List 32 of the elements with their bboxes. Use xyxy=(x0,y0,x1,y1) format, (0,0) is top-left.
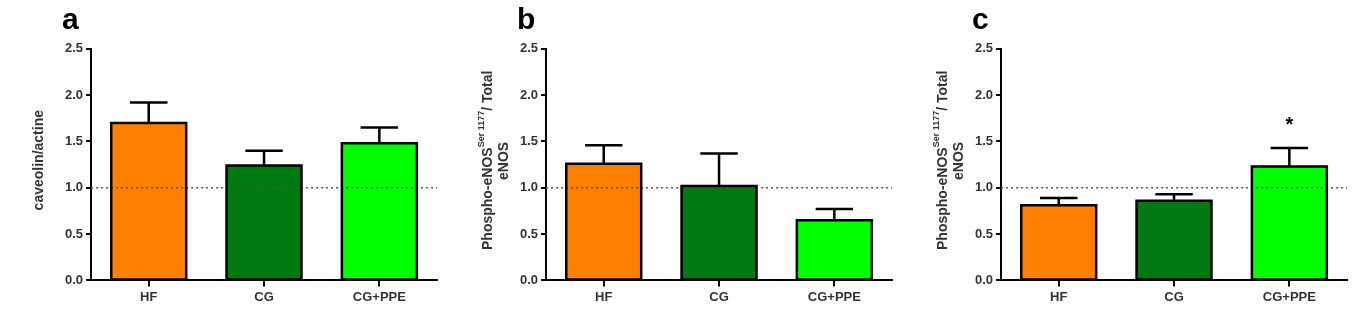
y-tick-label: 1.0 xyxy=(974,179,994,195)
y-tick-label: 1.0 xyxy=(64,179,84,195)
y-tick-label: 2.0 xyxy=(519,86,539,102)
annotation: * xyxy=(1285,113,1294,136)
y-tick-label: 2.0 xyxy=(974,86,994,102)
y-axis-title: caveolin/actine xyxy=(29,109,47,211)
y-tick-label: 0.0 xyxy=(64,271,84,287)
y-tick-label: 1.5 xyxy=(64,133,84,149)
y-tick-label: 0.5 xyxy=(519,225,539,241)
y-tick-label: 0.0 xyxy=(974,271,994,287)
x-tick-label: HF xyxy=(595,288,613,304)
y-tick-label: 0.5 xyxy=(64,225,84,241)
x-tick-label: CG xyxy=(709,288,729,304)
x-tick-label: CG+PPE xyxy=(1262,288,1317,304)
y-tick-label: 2.5 xyxy=(64,40,84,56)
chart-title: b xyxy=(517,2,536,36)
chart-title: c xyxy=(972,2,989,36)
x-tick-label: CG+PPE xyxy=(807,288,862,304)
x-tick-label: HF xyxy=(140,288,158,304)
y-tick-label: 1.5 xyxy=(519,133,539,149)
x-tick-label: CG xyxy=(1164,288,1184,304)
x-tick-label: CG xyxy=(254,288,274,304)
y-tick-label: 2.0 xyxy=(64,86,84,102)
y-tick-label: 1.5 xyxy=(974,133,994,149)
y-tick-label: 1.0 xyxy=(519,179,539,195)
chart-title: a xyxy=(62,2,79,36)
y-tick-label: 0.0 xyxy=(519,271,539,287)
x-tick-label: CG+PPE xyxy=(352,288,407,304)
y-tick-label: 2.5 xyxy=(974,40,994,56)
x-tick-label: HF xyxy=(1050,288,1068,304)
y-tick-label: 0.5 xyxy=(974,225,994,241)
y-tick-label: 2.5 xyxy=(519,40,539,56)
